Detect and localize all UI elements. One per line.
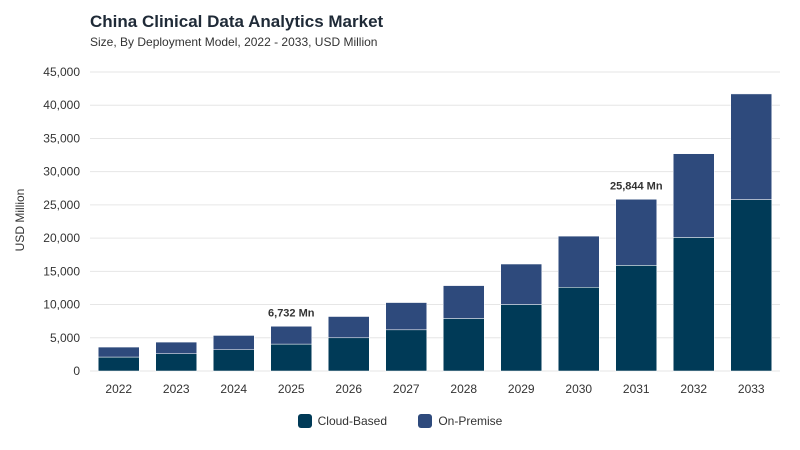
bar-cloud-based-2027 — [385, 329, 427, 372]
y-tick-label: 0 — [73, 364, 80, 378]
gridlines — [90, 71, 780, 372]
x-tick-label: 2028 — [450, 382, 477, 396]
bar-on-premise-2029 — [500, 263, 542, 305]
y-tick-label: 5,000 — [50, 331, 80, 345]
legend-swatch-on-premise — [418, 414, 433, 428]
legend-label-on-premise: On-Premise — [438, 414, 503, 428]
bar-cloud-based-2025 — [270, 343, 312, 372]
bar-cloud-based-2031 — [615, 265, 657, 372]
legend-item-on-premise: On-Premise — [418, 414, 502, 428]
y-tick-label: 10,000 — [43, 298, 80, 312]
bar-on-premise-2022 — [98, 346, 140, 358]
bar-cloud-based-2030 — [558, 287, 600, 372]
bar-on-premise-2023 — [155, 341, 197, 354]
x-tick-label: 2030 — [565, 382, 592, 396]
bar-on-premise-2025 — [270, 326, 312, 345]
annotations: 6,732 Mn 25,844 Mn — [268, 180, 663, 319]
y-tick-label: 25,000 — [43, 198, 80, 212]
bar-on-premise-2027 — [385, 302, 427, 331]
y-tick-label: 15,000 — [43, 264, 80, 278]
legend-swatch-cloud-based — [297, 414, 312, 428]
chart-title: China Clinical Data Analytics Market — [90, 12, 384, 31]
bar-cloud-based-2029 — [500, 304, 542, 372]
bar-on-premise-2026 — [328, 316, 370, 339]
y-tick-label: 45,000 — [43, 65, 80, 79]
x-tick-label: 2027 — [393, 382, 420, 396]
bar-on-premise-2030 — [558, 235, 600, 288]
bar-cloud-based-2028 — [443, 318, 485, 372]
bars — [98, 93, 772, 372]
x-tick-label: 2026 — [335, 382, 362, 396]
legend-label-cloud-based: Cloud-Based — [317, 414, 387, 428]
data-label-2031: 25,844 Mn — [610, 180, 663, 192]
bar-cloud-based-2033 — [730, 199, 772, 372]
legend: Cloud-Based On-Premise — [0, 414, 800, 431]
x-tick-label: 2022 — [105, 382, 132, 396]
bar-cloud-based-2022 — [98, 356, 140, 372]
x-axis-ticks: 2022 2023 2024 2025 2026 2027 2028 2029 2030 2031… — [105, 382, 765, 396]
y-axis-ticks: 0 5,000 10,000 15,000 20,000 25,000 30,000 35,0… — [43, 65, 80, 378]
bar-on-premise-2028 — [443, 285, 485, 319]
x-tick-label: 2032 — [680, 382, 707, 396]
bar-cloud-based-2023 — [155, 353, 197, 372]
x-tick-label: 2033 — [738, 382, 765, 396]
legend-item-cloud-based: Cloud-Based — [297, 414, 387, 428]
y-tick-label: 35,000 — [43, 131, 80, 145]
x-tick-label: 2023 — [163, 382, 190, 396]
y-tick-label: 20,000 — [43, 231, 80, 245]
bar-cloud-based-2026 — [328, 337, 370, 372]
chart-subtitle: Size, By Deployment Model, 2022 - 2033, … — [90, 35, 378, 49]
x-tick-label: 2031 — [623, 382, 650, 396]
y-tick-label: 30,000 — [43, 165, 80, 179]
x-tick-label: 2029 — [508, 382, 535, 396]
bar-cloud-based-2032 — [673, 237, 715, 372]
bar-on-premise-2032 — [673, 153, 715, 238]
y-tick-label: 40,000 — [43, 98, 80, 112]
y-axis-label: USD Million — [13, 189, 27, 252]
bar-cloud-based-2024 — [213, 349, 255, 372]
x-tick-label: 2025 — [278, 382, 305, 396]
bar-on-premise-2024 — [213, 335, 255, 350]
x-tick-label: 2024 — [220, 382, 247, 396]
data-label-2025: 6,732 Mn — [268, 307, 315, 319]
bar-on-premise-2031 — [615, 199, 657, 266]
bar-on-premise-2033 — [730, 93, 772, 200]
